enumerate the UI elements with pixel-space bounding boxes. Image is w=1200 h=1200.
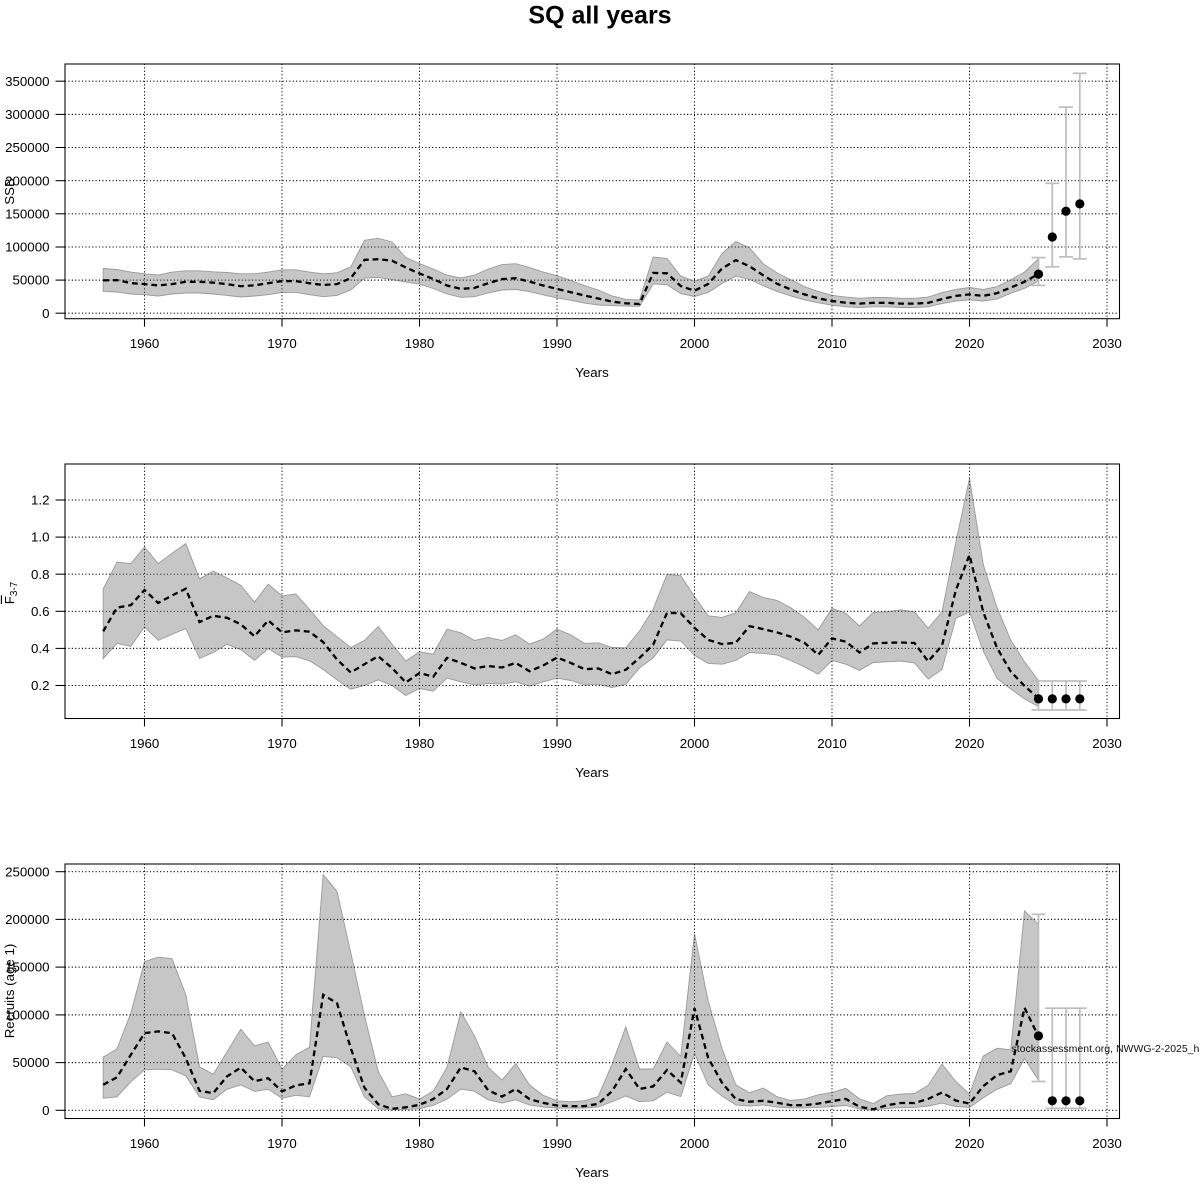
svg-text:1.2: 1.2 — [31, 493, 50, 508]
svg-text:350000: 350000 — [5, 74, 49, 89]
svg-text:2000: 2000 — [680, 736, 710, 751]
svg-text:200000: 200000 — [5, 912, 49, 927]
svg-text:1980: 1980 — [405, 736, 435, 751]
svg-text:2000: 2000 — [680, 1136, 710, 1151]
svg-text:300000: 300000 — [5, 107, 49, 122]
svg-text:250000: 250000 — [5, 140, 49, 155]
svg-text:Recruits (age 1): Recruits (age 1) — [2, 944, 17, 1039]
svg-text:2010: 2010 — [817, 736, 847, 751]
svg-text:2020: 2020 — [955, 336, 985, 351]
svg-text:1970: 1970 — [267, 736, 297, 751]
svg-text:stockassessment.org, NWWG-2-20: stockassessment.org, NWWG-2-2025_haddock — [1012, 1043, 1200, 1055]
svg-text:SQ all years: SQ all years — [528, 2, 671, 30]
svg-text:1980: 1980 — [405, 1136, 435, 1151]
svg-text:1960: 1960 — [130, 736, 160, 751]
svg-text:250000: 250000 — [5, 864, 49, 879]
svg-text:150000: 150000 — [5, 206, 49, 221]
svg-text:200000: 200000 — [5, 173, 49, 188]
svg-text:2030: 2030 — [1092, 1136, 1122, 1151]
svg-text:2020: 2020 — [955, 736, 985, 751]
svg-text:1970: 1970 — [267, 336, 297, 351]
svg-text:50000: 50000 — [13, 273, 50, 288]
svg-text:0: 0 — [42, 306, 49, 321]
svg-text:1980: 1980 — [405, 336, 435, 351]
svg-text:0.2: 0.2 — [31, 678, 50, 693]
svg-text:0.4: 0.4 — [31, 641, 50, 656]
svg-text:1990: 1990 — [542, 1136, 572, 1151]
svg-text:1970: 1970 — [267, 1136, 297, 1151]
svg-text:Years: Years — [575, 365, 609, 380]
svg-text:Years: Years — [575, 765, 609, 780]
svg-text:0.8: 0.8 — [31, 567, 50, 582]
svg-text:2010: 2010 — [817, 1136, 847, 1151]
svg-text:1960: 1960 — [130, 336, 160, 351]
svg-text:0: 0 — [42, 1103, 49, 1118]
svg-text:150000: 150000 — [5, 960, 49, 975]
svg-text:2000: 2000 — [680, 336, 710, 351]
svg-text:1.0: 1.0 — [31, 530, 50, 545]
svg-text:1990: 1990 — [542, 736, 572, 751]
svg-text:2010: 2010 — [817, 336, 847, 351]
svg-text:2030: 2030 — [1092, 336, 1122, 351]
svg-text:2030: 2030 — [1092, 736, 1122, 751]
svg-text:100000: 100000 — [5, 1008, 49, 1023]
svg-text:1960: 1960 — [130, 1136, 160, 1151]
svg-text:0.6: 0.6 — [31, 604, 50, 619]
svg-text:1990: 1990 — [542, 336, 572, 351]
svg-text:50000: 50000 — [13, 1055, 50, 1070]
svg-text:100000: 100000 — [5, 240, 49, 255]
svg-text:SSB: SSB — [2, 178, 17, 205]
svg-text:2020: 2020 — [955, 1136, 985, 1151]
svg-text:Years: Years — [575, 1165, 609, 1180]
